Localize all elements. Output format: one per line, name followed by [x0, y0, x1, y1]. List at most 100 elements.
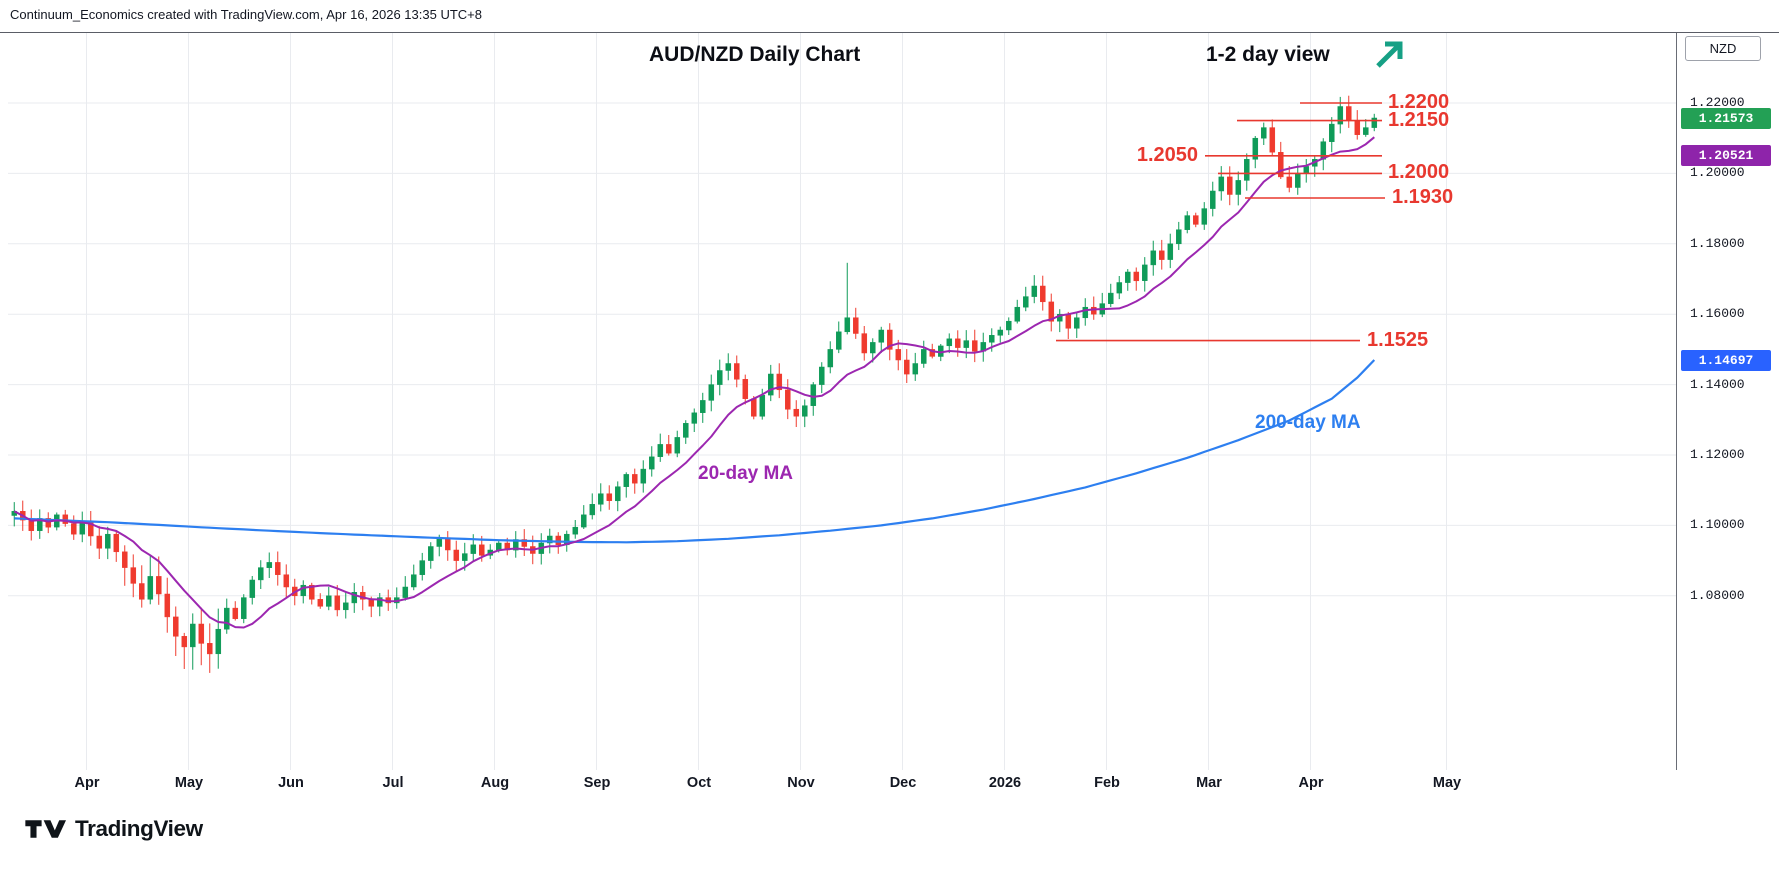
candle-body	[1040, 285, 1046, 303]
candle-body	[1218, 176, 1225, 192]
candle-body	[428, 546, 434, 561]
candle-body	[1235, 180, 1242, 195]
x-axis-label-Mar: Mar	[1196, 775, 1222, 791]
candle-body	[572, 526, 579, 535]
candle-body	[1371, 117, 1378, 128]
candle-body	[1193, 215, 1199, 225]
ma200-line	[14, 359, 1376, 544]
candle-body	[1082, 306, 1089, 319]
candle-body	[691, 412, 698, 424]
candle-body	[445, 537, 451, 551]
candle-body	[283, 574, 290, 588]
tradingview-wordmark[interactable]: TradingView	[75, 816, 203, 841]
candle-body	[190, 623, 196, 648]
candle-body	[521, 539, 528, 547]
tradingview-logo-icon[interactable]	[24, 814, 66, 844]
candle-body	[708, 384, 715, 401]
candle-body	[215, 628, 222, 655]
candle-body	[878, 329, 885, 343]
candle-body	[861, 333, 868, 354]
candle-body	[768, 373, 774, 396]
candle-body	[1167, 243, 1174, 260]
candle-body	[955, 338, 961, 348]
candle-body	[224, 607, 230, 630]
candle-body	[793, 408, 800, 417]
candle-body	[1133, 271, 1140, 282]
y-axis-label-1.10000: 1.10000	[1690, 517, 1745, 532]
candle-body	[198, 623, 205, 644]
candle-body	[1337, 106, 1344, 125]
candle-body	[249, 579, 256, 598]
candle-body	[1269, 127, 1276, 153]
candle-body	[1346, 106, 1352, 121]
candle-body	[640, 468, 647, 484]
x-axis-label-May: May	[174, 775, 204, 791]
x-axis-label-Apr: Apr	[74, 775, 100, 791]
candle-body	[62, 514, 69, 524]
candle-body	[402, 586, 409, 598]
candle-body	[470, 544, 477, 554]
candle-body	[1048, 301, 1055, 322]
candle-body	[1091, 306, 1097, 315]
y-axis-label-1.08000: 1.08000	[1690, 588, 1745, 603]
x-axis-label-Sep: Sep	[583, 775, 611, 791]
candle-body	[96, 535, 103, 549]
candle-body	[1201, 208, 1208, 225]
candle-body	[1329, 123, 1335, 142]
y-axis-label-1.22000: 1.22000	[1690, 95, 1745, 110]
price-badge-1.20521: 1.20521	[1681, 145, 1771, 166]
price-axis[interactable]: NZD 1.22000 1.20000 1.18000 1.16000 1.14000 1…	[1676, 33, 1779, 770]
candle-body	[963, 340, 970, 348]
candle-body	[717, 370, 723, 385]
candle-body	[759, 394, 766, 417]
candle-body	[377, 597, 383, 607]
symbol-label: NZD	[1685, 36, 1761, 61]
y-axis-label-1.18000: 1.18000	[1690, 236, 1745, 251]
candle-body	[810, 384, 817, 406]
candle-body	[844, 317, 851, 333]
candle-body	[173, 616, 179, 637]
candle-body	[989, 335, 995, 343]
candle-body	[1252, 137, 1259, 160]
candle-body	[785, 389, 791, 410]
candle-body	[870, 342, 876, 354]
x-axis-label-Jun: Jun	[278, 775, 304, 791]
candle-body	[1125, 271, 1131, 283]
candle-body	[776, 373, 783, 391]
candle-body	[411, 574, 417, 588]
ma20-line	[13, 136, 1375, 629]
attribution-text: Continuum_Economics created with Trading…	[10, 7, 482, 22]
candle-body	[1295, 173, 1301, 188]
candle-body	[1278, 152, 1284, 178]
candle-body	[1261, 127, 1267, 139]
candle-body	[1354, 120, 1361, 135]
candle-body	[555, 535, 562, 546]
x-axis-label-Oct: Oct	[686, 775, 712, 791]
candle-body	[802, 405, 808, 417]
y-axis-label-1.20000: 1.20000	[1690, 165, 1745, 180]
candle-body	[827, 349, 834, 368]
candle-body	[598, 493, 604, 505]
candle-body	[581, 514, 587, 528]
candle-body	[1023, 296, 1029, 308]
candle-body	[105, 533, 111, 549]
x-axis-label-Nov: Nov	[787, 775, 815, 791]
candle-body	[368, 599, 375, 607]
candle-body	[1006, 320, 1012, 331]
candle-body	[623, 474, 630, 487]
candle-body	[113, 533, 120, 553]
candle-body	[946, 338, 953, 347]
price-chart-canvas[interactable]	[8, 33, 1676, 770]
candle-body	[334, 595, 341, 611]
candle-body	[453, 549, 460, 561]
candle-body	[921, 349, 927, 364]
candle-body	[725, 363, 732, 371]
candle-body	[275, 562, 281, 575]
candle-body	[887, 329, 893, 350]
candle-body	[683, 423, 689, 438]
candle-body	[462, 553, 468, 561]
candle-body	[164, 593, 171, 618]
footer: TradingView	[24, 814, 203, 844]
time-axis[interactable]: Apr May Jun Jul Aug Sep Oct Nov Dec 2026 Feb Mar Apr…	[0, 770, 1676, 800]
candle-body	[819, 366, 825, 385]
